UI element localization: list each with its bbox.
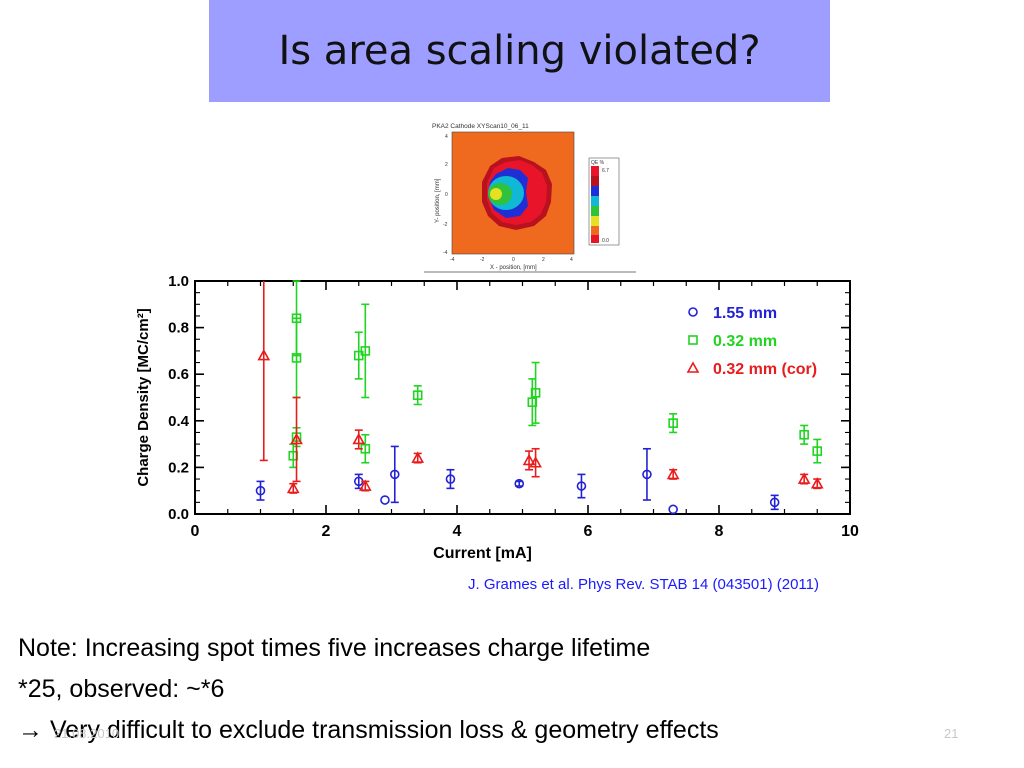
heatmap-xtick: 0 [512, 257, 515, 263]
citation: J. Grames et al. Phys Rev. STAB 14 (0435… [468, 576, 819, 593]
x-tick-label: 8 [715, 523, 724, 540]
y-tick-label: 0.8 [168, 320, 189, 337]
heatmap-ylabel: Y- position, [mm] [435, 178, 441, 223]
heatmap-ytick: 0 [445, 192, 448, 198]
data-point [286, 481, 300, 494]
data-point [769, 497, 780, 508]
data-point [522, 453, 536, 466]
slide-title-box: Is area scaling violated? [209, 0, 830, 102]
data-point [810, 477, 824, 489]
data-point [358, 479, 372, 491]
data-point [352, 432, 366, 445]
heatmap-ytick: -4 [443, 250, 448, 256]
y-tick-label: 1.0 [168, 273, 189, 290]
legend-marker [688, 307, 698, 317]
legend-label: 0.32 mm (cor) [713, 361, 817, 378]
charge-density-chart: 0 2 4 6 8 10 0.0 0.2 0.4 0.6 0.8 1.0 Current [mA] Cha… [135, 273, 859, 562]
x-tick-label: 6 [584, 523, 593, 540]
data-point [668, 418, 678, 428]
data-point [668, 504, 678, 515]
data-point [799, 429, 809, 440]
x-axis-label: Current [mA] [433, 545, 532, 562]
data-point [642, 469, 652, 480]
x-tick-label: 2 [322, 523, 331, 540]
legend-label: 1.55 mm [713, 305, 777, 322]
data-point [380, 495, 390, 505]
heatmap-legend-max: 6.7 [602, 168, 609, 174]
heatmap-yellow-center [490, 188, 502, 200]
data-point [389, 469, 400, 480]
qe-heatmap: PKA2 Cathode XYScan10_06_11 -4 -2 0 2 4 … [424, 123, 636, 273]
slide-title: Is area scaling violated? [278, 28, 761, 74]
x-tick-label: 0 [191, 523, 200, 540]
x-tick-label: 4 [453, 523, 462, 540]
data-point [290, 432, 303, 445]
heatmap-legend-header: QE % [591, 160, 605, 166]
heatmap-ytick: 4 [445, 134, 448, 140]
data-point [514, 478, 525, 489]
data-point [812, 446, 823, 456]
data-point [412, 390, 423, 400]
heatmap-colorbar [591, 166, 599, 243]
x-tick-label: 10 [841, 523, 859, 540]
legend-marker [688, 335, 698, 345]
note-line: *25, observed: ~*6 [18, 675, 225, 703]
heatmap-legend-min: 0.0 [602, 238, 609, 244]
heatmap-xtick: 2 [542, 257, 545, 263]
heatmap-xlabel: X - position, [mm] [490, 265, 537, 271]
data-point [529, 456, 542, 468]
y-tick-label: 0.0 [168, 506, 189, 523]
data-point [257, 348, 271, 361]
heatmap-xtick: -2 [480, 257, 485, 263]
data-point [530, 388, 541, 398]
data-point [445, 474, 456, 484]
note-line: → Very difficult to exclude transmission… [18, 716, 719, 744]
data-point [666, 467, 680, 480]
footer-date: 21.08.2010 [54, 726, 120, 741]
y-tick-label: 0.2 [168, 459, 189, 476]
note-text: Note: Increasing spot times five increas… [18, 628, 719, 751]
data-point [255, 485, 266, 496]
heatmap-ytick: 2 [445, 162, 448, 168]
heatmap-xtick: -4 [450, 257, 455, 263]
data-point [411, 451, 425, 463]
y-tick-label: 0.6 [168, 366, 189, 383]
data-point [797, 472, 811, 484]
legend-label: 0.32 mm [713, 333, 777, 350]
legend-marker [686, 361, 700, 373]
heatmap-title: PKA2 Cathode XYScan10_06_11 [432, 123, 529, 130]
y-tick-label: 0.4 [168, 413, 190, 430]
data-point [360, 346, 371, 356]
heatmap-ytick: -2 [443, 222, 448, 228]
footer-page-number: 21 [944, 726, 959, 741]
data-point [291, 353, 302, 363]
note-line: Note: Increasing spot times five increas… [18, 634, 651, 662]
data-point [576, 481, 587, 491]
heatmap-xtick: 4 [570, 257, 573, 263]
y-axis-label: Charge Density [MC/cm²] [135, 308, 152, 486]
